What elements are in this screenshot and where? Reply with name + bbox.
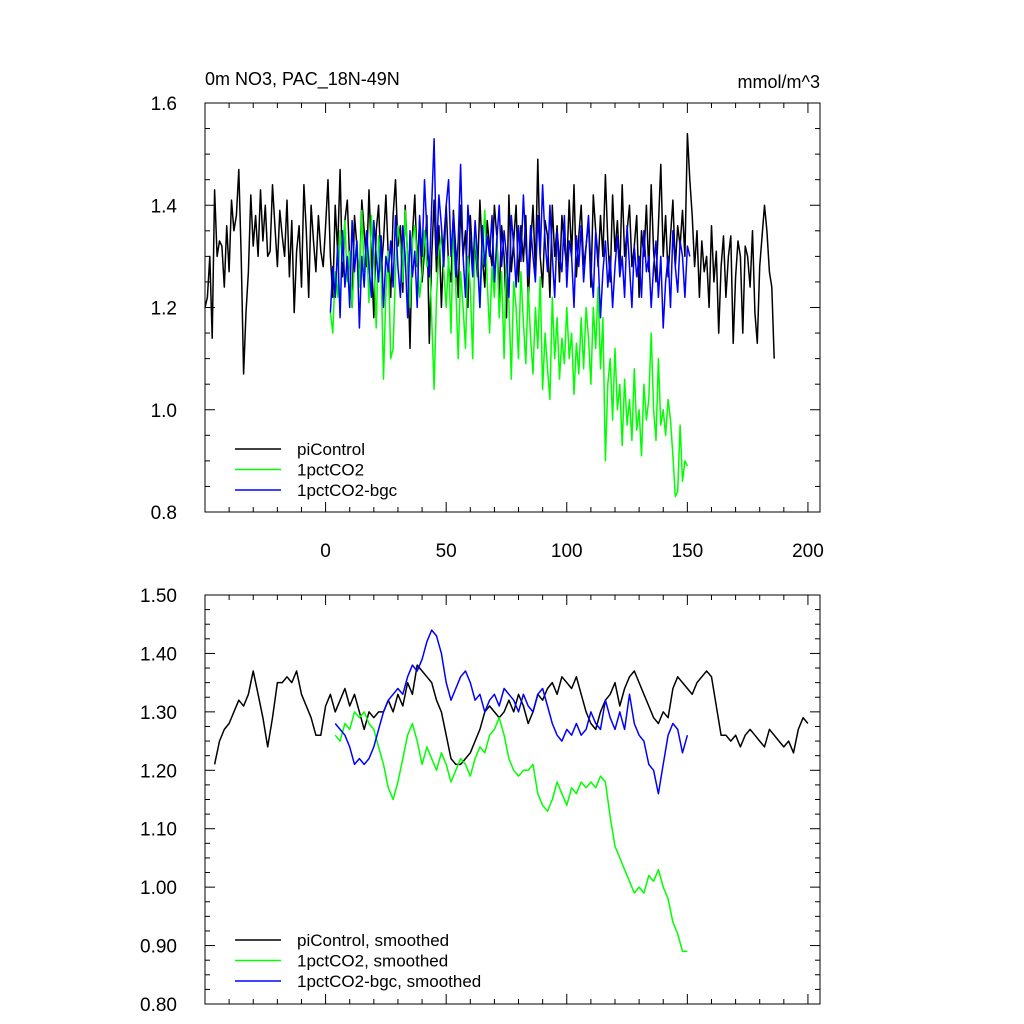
x-tick-label: 200 [792,541,824,562]
y-tick-label: 0.8 [151,503,177,524]
top-panel: 0m NO3, PAC_18N-49N mmol/m^3 1.61.41.21.… [151,69,824,562]
legend-label: piControl [297,440,365,459]
y-tick-label: 0.80 [140,995,177,1016]
x-tick-label: 150 [672,541,704,562]
top-axis-ticks: 1.6 1.4 1.2 1.0 0.8 0 50 100 150 200 [151,94,824,562]
x-tick-label: 50 [436,541,457,562]
series-line-1pctco2 [329,209,689,498]
bottom-panel: 1.50 1.40 1.30 1.20 1.10 1.00 0.90 0.80 piContr… [140,586,821,1016]
legend-label: 1pctCO2 [297,461,364,480]
y-tick-label: 1.20 [140,761,177,782]
y-tick-label: 0.90 [140,937,177,958]
units-label: mmol/m^3 [738,72,820,92]
y-tick-label: 1.40 [140,644,177,665]
series-line-picontrol-smoothed [213,664,809,766]
top-series-lines [204,132,775,498]
legend-label: 1pctCO2, smoothed [297,952,448,971]
legend-label: 1pctCO2-bgc, smoothed [297,972,481,991]
y-tick-label: 1.2 [151,299,177,320]
x-tick-label: 0 [320,541,331,562]
top-plot-frame [204,102,821,513]
bottom-series-lines [213,629,809,953]
bottom-axis-ticks: 1.50 1.40 1.30 1.20 1.10 1.00 0.90 0.80 [140,586,820,1016]
bottom-legend: piControl, smoothed 1pctCO2, smoothed1pct… [235,931,481,991]
y-tick-label: 1.0 [151,401,177,422]
legend-label: piControl, smoothed [297,931,449,950]
chart-title: 0m NO3, PAC_18N-49N [205,69,400,90]
x-tick-label: 100 [551,541,583,562]
y-tick-label: 1.6 [151,94,177,115]
series-line-1pctco2-smoothed [334,711,688,953]
y-tick-label: 1.10 [140,820,177,841]
y-tick-label: 1.4 [151,196,178,217]
y-tick-label: 1.00 [140,878,177,899]
legend-label: 1pctCO2-bgc [297,481,398,500]
series-line-1pctco2-bgc [329,138,691,329]
y-tick-label: 1.50 [140,586,177,607]
bottom-plot-frame [204,594,821,1005]
y-tick-label: 1.30 [140,703,177,724]
series-line-1pctco2-bgc-smoothed [334,629,689,795]
